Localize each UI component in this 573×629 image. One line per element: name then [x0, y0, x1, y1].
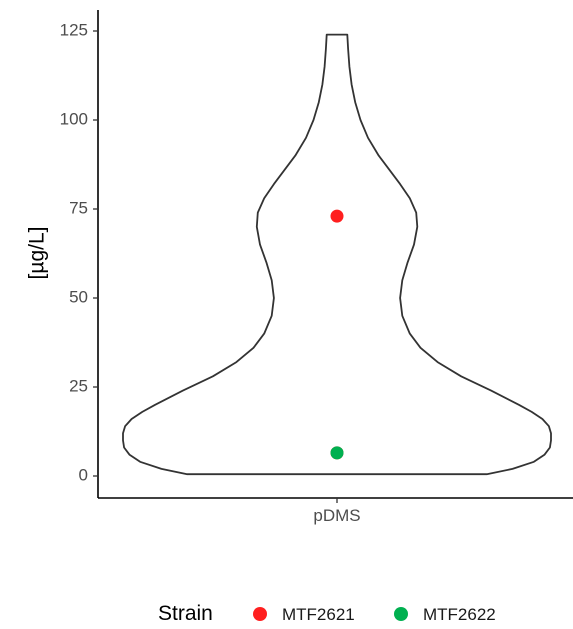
y-ticks: 0 25 50 75 100 125 [60, 20, 98, 484]
legend-label-mtf2621: MTF2621 [282, 605, 355, 624]
y-tick-label: 0 [79, 465, 88, 484]
axes [97, 10, 573, 499]
legend: Strain MTF2621 MTF2622 [158, 602, 496, 625]
data-point-mtf2622 [330, 446, 344, 460]
data-point-mtf2621 [330, 209, 344, 223]
y-tick-label: 100 [60, 109, 88, 128]
y-tick-label: 75 [69, 198, 88, 217]
y-axis-title: [µg/L] [26, 227, 49, 280]
legend-key-mtf2622 [394, 607, 408, 621]
y-tick-label: 125 [60, 20, 88, 39]
y-tick-label: 50 [69, 287, 88, 306]
x-tick-label: pDMS [313, 506, 360, 525]
violin-pdms [122, 33, 552, 476]
legend-key-mtf2621 [253, 607, 267, 621]
x-ticks: pDMS [313, 498, 361, 525]
y-tick-label: 25 [69, 376, 88, 395]
legend-label-mtf2622: MTF2622 [423, 605, 496, 624]
legend-title: Strain [158, 602, 213, 625]
plot-area [122, 33, 552, 476]
